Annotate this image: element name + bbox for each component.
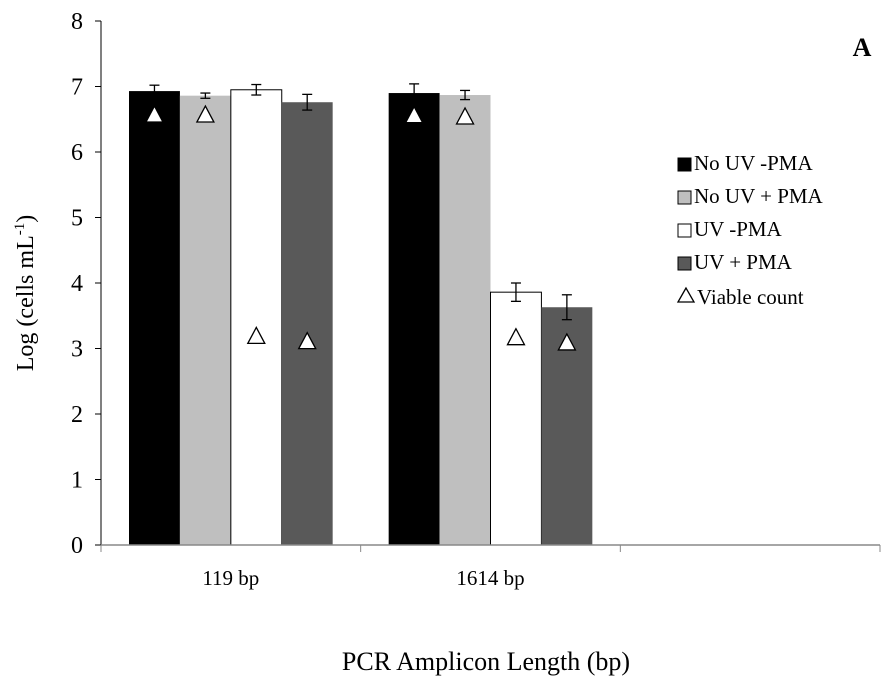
- bar-uv-pma-119-bp: [230, 89, 283, 546]
- y-tick-label: 2: [71, 402, 83, 428]
- bar-no-uv-pma-1614-bp: [439, 95, 491, 545]
- viable-count-marker: [195, 104, 215, 123]
- y-axis-title-sup: -1: [12, 223, 28, 236]
- legend-swatch-viable-count: [676, 286, 696, 303]
- y-axis-title: Log (cells mL-1): [12, 215, 39, 371]
- bars: [129, 83, 593, 546]
- bar-no-uv-pma-119-bp: [129, 91, 180, 546]
- panel-label: A: [853, 33, 872, 62]
- bar-no-uv-pma-1614-bp: [388, 93, 440, 546]
- y-axis-title-main: Log (cells mL: [13, 235, 39, 371]
- legend-swatch-uv-pma: [677, 223, 692, 238]
- y-tick-label: 0: [71, 533, 83, 559]
- y-tick-label: 7: [71, 75, 83, 101]
- viable-count-marker: [144, 104, 165, 123]
- x-axis-title: PCR Amplicon Length (bp): [342, 647, 630, 676]
- legend-swatch-no-uv-pma: [677, 190, 692, 205]
- legend-swatch-uv-pma: [677, 256, 692, 271]
- legend: No UV -PMA No UV + PMA UV -PMA UV + PMA Viab…: [676, 151, 824, 309]
- y-axis: 0 1 2 3 4 5 6 7 8: [71, 9, 102, 559]
- legend-label-no-uv-pma: No UV -PMA: [694, 151, 813, 175]
- viable-count-markers: [144, 104, 577, 351]
- viable-count-marker: [404, 105, 424, 124]
- viable-count-marker: [557, 332, 577, 351]
- viable-count-marker: [455, 106, 475, 125]
- x-axis: 119 bp 1614 bp: [100, 544, 881, 590]
- y-tick-label: 8: [71, 9, 83, 35]
- legend-label-uv-pma: UV -PMA: [694, 217, 783, 241]
- y-tick-label: 5: [71, 206, 83, 232]
- x-tick-label: 119 bp: [202, 566, 259, 590]
- legend-label-uv-pma: UV + PMA: [694, 250, 793, 274]
- legend-label-viable-count: Viable count: [697, 285, 804, 309]
- legend-label-no-uv-pma: No UV + PMA: [694, 184, 824, 208]
- bar-no-uv-pma-119-bp: [179, 95, 231, 546]
- y-axis-title-close: ): [13, 215, 39, 223]
- viable-count-marker: [246, 326, 266, 345]
- y-tick-label: 1: [71, 468, 83, 494]
- y-tick-label: 6: [71, 140, 83, 166]
- viable-count-marker: [297, 331, 317, 350]
- legend-swatch-no-uv-pma: [677, 157, 692, 172]
- viable-count-marker: [506, 327, 526, 346]
- bar-uv-pma-119-bp: [281, 102, 333, 545]
- y-tick-label: 4: [71, 271, 83, 297]
- y-tick-label: 3: [71, 337, 83, 363]
- x-tick-label: 1614 bp: [456, 566, 524, 590]
